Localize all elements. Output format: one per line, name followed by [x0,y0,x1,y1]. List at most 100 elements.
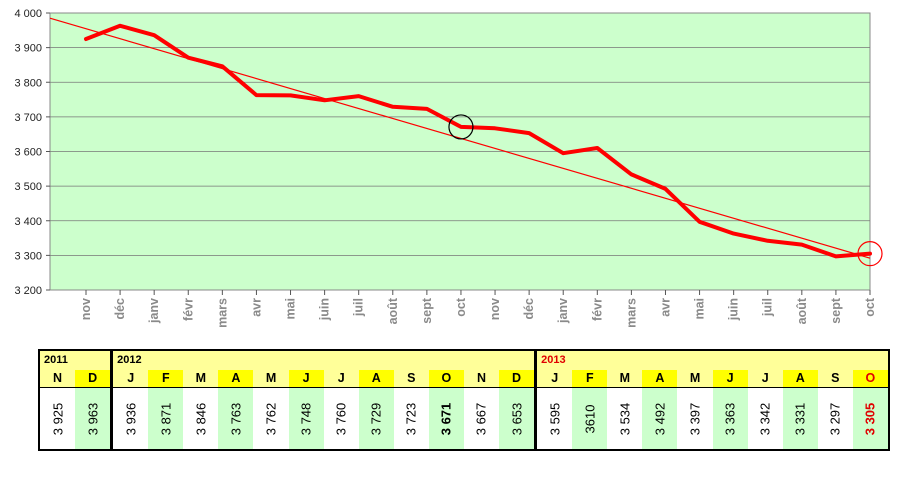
value-text: 3 667 [473,402,489,435]
x-tick-label: oct [863,297,877,317]
value-cell: 3 729 [358,388,394,449]
value-text: 3 653 [509,402,525,435]
x-tick-label: avr [249,298,263,317]
x-tick-label: août [795,297,809,324]
value-text: 3 936 [123,402,139,435]
x-tick-label: août [386,297,400,324]
value-text: 3 760 [333,402,349,435]
value-cell: 3 305 [852,388,888,449]
y-tick-label: 3 600 [14,147,42,159]
highlight-circle [857,241,883,267]
y-tick-label: 3 300 [14,250,42,262]
value-cell: 3 762 [253,388,288,449]
x-tick-label: juin [727,298,741,321]
y-tick-label: 4 000 [14,8,42,20]
year-group-2012: 2012 J F M A M J J A S O N D 3 936 3 871 3 846 3 763 3 76… [113,351,538,449]
month-label: M [619,371,631,385]
value-cell: 3 653 [499,388,535,449]
value-cell: 3 760 [324,388,359,449]
value-cell: 3 595 [537,388,572,449]
value-text: 3 963 [85,402,101,435]
value-text: 3 729 [368,402,384,435]
y-tick-label: 3 500 [14,181,42,193]
series-layer [49,17,883,267]
value-text: 3 763 [228,402,244,435]
value-text: 3 397 [687,402,703,435]
x-tick-label: juin [318,298,332,321]
value-text: 3 331 [792,402,808,435]
y-tick-label: 3 900 [14,43,42,55]
month-label: M [265,371,277,385]
month-label: O [852,370,888,387]
x-tick-label: sept [420,297,434,324]
value-text: 3 925 [50,402,66,435]
month-label: O [428,370,464,387]
year-header: 2012 J F M A M J J A S O N D [113,351,535,387]
year-group-2013: 2013 J F M A M J J A S O 3 595 3610 3 534 3 492 3 397 3 … [537,351,888,449]
month-label: S [831,371,840,385]
x-tick-label: déc [522,298,536,320]
month-label: N [476,371,486,385]
x-tick-label: juil [352,298,366,317]
y-tick-label: 3 800 [14,77,42,89]
value-text: 3 671 [438,402,454,435]
x-tick-label: mars [215,298,229,328]
value-cell: 3 397 [677,388,712,449]
month-label: S [407,371,416,385]
value-cell: 3 936 [113,388,148,449]
value-text: 3 595 [547,402,563,435]
value-cell: 3 846 [183,388,218,449]
value-text: 3 363 [722,402,738,435]
month-label: M [195,371,207,385]
month-label: A [358,370,394,387]
year-header: 2013 J F M A M J J A S O [537,351,888,387]
value-cell: 3 723 [394,388,429,449]
x-tick-label: janv [147,298,161,324]
x-tick-label: nov [488,298,502,320]
x-tick-label: févr [181,298,195,321]
value-text: 3 534 [617,402,633,435]
x-tick-label: oct [454,297,468,317]
x-tick-label: nov [79,298,93,320]
x-tick-label: déc [113,298,127,320]
value-text: 3 846 [193,402,209,435]
value-text: 3 762 [263,402,279,435]
month-label: A [642,370,678,387]
value-cell: 3 871 [148,388,184,449]
x-tick-label: févr [590,298,604,321]
value-row: 3 925 3 963 [40,387,111,449]
month-label: J [551,371,559,385]
year-label: 2013 [541,354,566,366]
value-cell: 3610 [572,388,608,449]
month-label: M [689,371,701,385]
value-cell: 3 363 [712,388,748,449]
value-cell: 3 297 [818,388,853,449]
year-group-2011: 2011 N D 3 925 3 963 [40,351,114,449]
month-label: J [288,370,324,387]
value-text: 3 748 [298,402,314,435]
x-tick-label: mars [624,298,638,328]
value-text: 3 305 [862,402,878,435]
value-cell: 3 925 [40,388,75,449]
month-label: F [572,370,608,387]
value-cell: 3 331 [782,388,818,449]
x-axis: nov déc janv févr mars avr mai juin juil août sept… [79,290,877,328]
value-cell: 3 671 [428,388,464,449]
month-label: A [782,370,818,387]
value-text: 3 492 [652,402,668,435]
month-label: N [53,371,63,385]
y-tick-label: 3 400 [14,216,42,228]
value-text: 3 723 [403,402,419,435]
x-tick-label: sept [829,297,843,324]
value-cell: 3 763 [218,388,254,449]
month-label: D [75,370,111,387]
value-cell: 3 342 [748,388,783,449]
month-label: A [218,370,254,387]
x-tick-label: janv [556,298,570,324]
x-tick-label: mai [693,298,707,320]
line-chart: 3 200 3 300 3 400 3 500 3 600 3 700 3 800 3 900… [14,8,883,328]
value-text: 3 297 [827,402,843,435]
highlight-circle [448,114,474,140]
